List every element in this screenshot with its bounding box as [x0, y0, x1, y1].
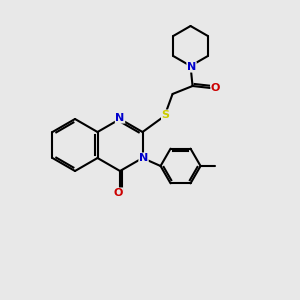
Text: N: N: [139, 153, 148, 163]
Text: S: S: [161, 110, 169, 120]
Text: O: O: [211, 83, 220, 93]
Text: N: N: [187, 62, 196, 72]
Text: O: O: [113, 188, 123, 198]
Text: N: N: [116, 113, 125, 123]
